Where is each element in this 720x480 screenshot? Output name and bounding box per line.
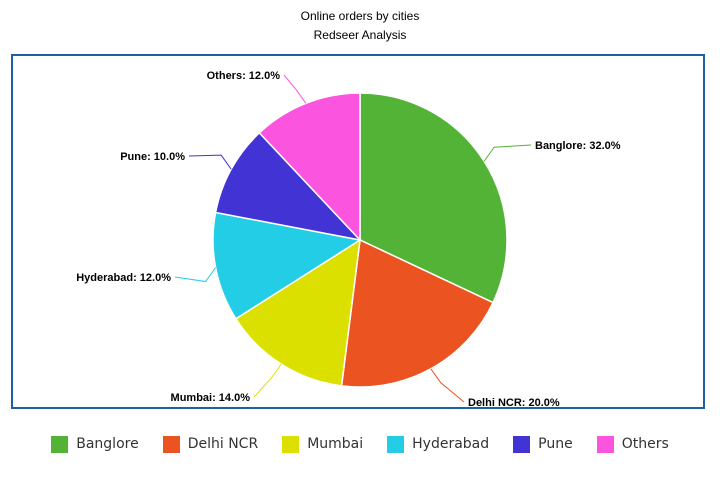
legend-label: Banglore [76, 436, 139, 452]
legend-swatch [513, 435, 531, 453]
legend-label: Delhi NCR [187, 436, 259, 452]
legend-swatch [51, 435, 69, 453]
legend-item[interactable]: Banglore [51, 435, 139, 453]
label-connector [483, 144, 532, 162]
legend-label: Mumbai [307, 436, 364, 452]
plot-area: Banglore: 32.0% Delhi NCR: 20.0% Mumbai: 1… [11, 54, 705, 409]
data-label: Banglore: 32.0% [535, 140, 621, 152]
chart-title: Online orders by cities [300, 9, 420, 23]
data-label: Mumbai: 14.0% [171, 392, 251, 404]
pie-slice-delhi-ncr[interactable] [340, 238, 495, 388]
legend-item[interactable]: Mumbai [282, 435, 364, 453]
legend-swatch [387, 435, 405, 453]
label-connector [188, 154, 232, 170]
legend-swatch [282, 435, 300, 453]
legend-item[interactable]: Delhi NCR [162, 435, 259, 453]
pie-chart: Banglore: 32.0% Delhi NCR: 20.0% Mumbai: 1… [76, 70, 621, 407]
pie-slice-pune[interactable] [214, 131, 363, 242]
legend-label: Hyderabad [412, 436, 490, 452]
label-connector [174, 267, 217, 283]
pie-slice-mumbai[interactable] [234, 238, 361, 387]
legend: Banglore Delhi NCR Mumbai Hyderabad Pune Othe… [0, 432, 720, 456]
pie-slice-hyderabad[interactable] [212, 211, 363, 320]
legend-item[interactable]: Pune [513, 435, 573, 453]
legend-item[interactable]: Hyderabad [387, 435, 490, 453]
pie-slice-others[interactable] [258, 92, 361, 242]
label-connector [283, 74, 307, 104]
label-connector [253, 363, 282, 398]
legend-label: Pune [538, 436, 573, 452]
legend-swatch [596, 435, 614, 453]
legend-label: Others [621, 436, 669, 452]
data-label: Hyderabad: 12.0% [76, 272, 171, 284]
data-label: Pune: 10.0% [120, 151, 185, 163]
data-label: Others: 12.0% [207, 70, 281, 82]
legend-swatch [162, 435, 180, 453]
label-connector [430, 368, 465, 403]
chart-subtitle: Redseer Analysis [313, 28, 407, 42]
data-label: Delhi NCR: 20.0% [468, 397, 560, 407]
legend-item[interactable]: Others [596, 435, 669, 453]
